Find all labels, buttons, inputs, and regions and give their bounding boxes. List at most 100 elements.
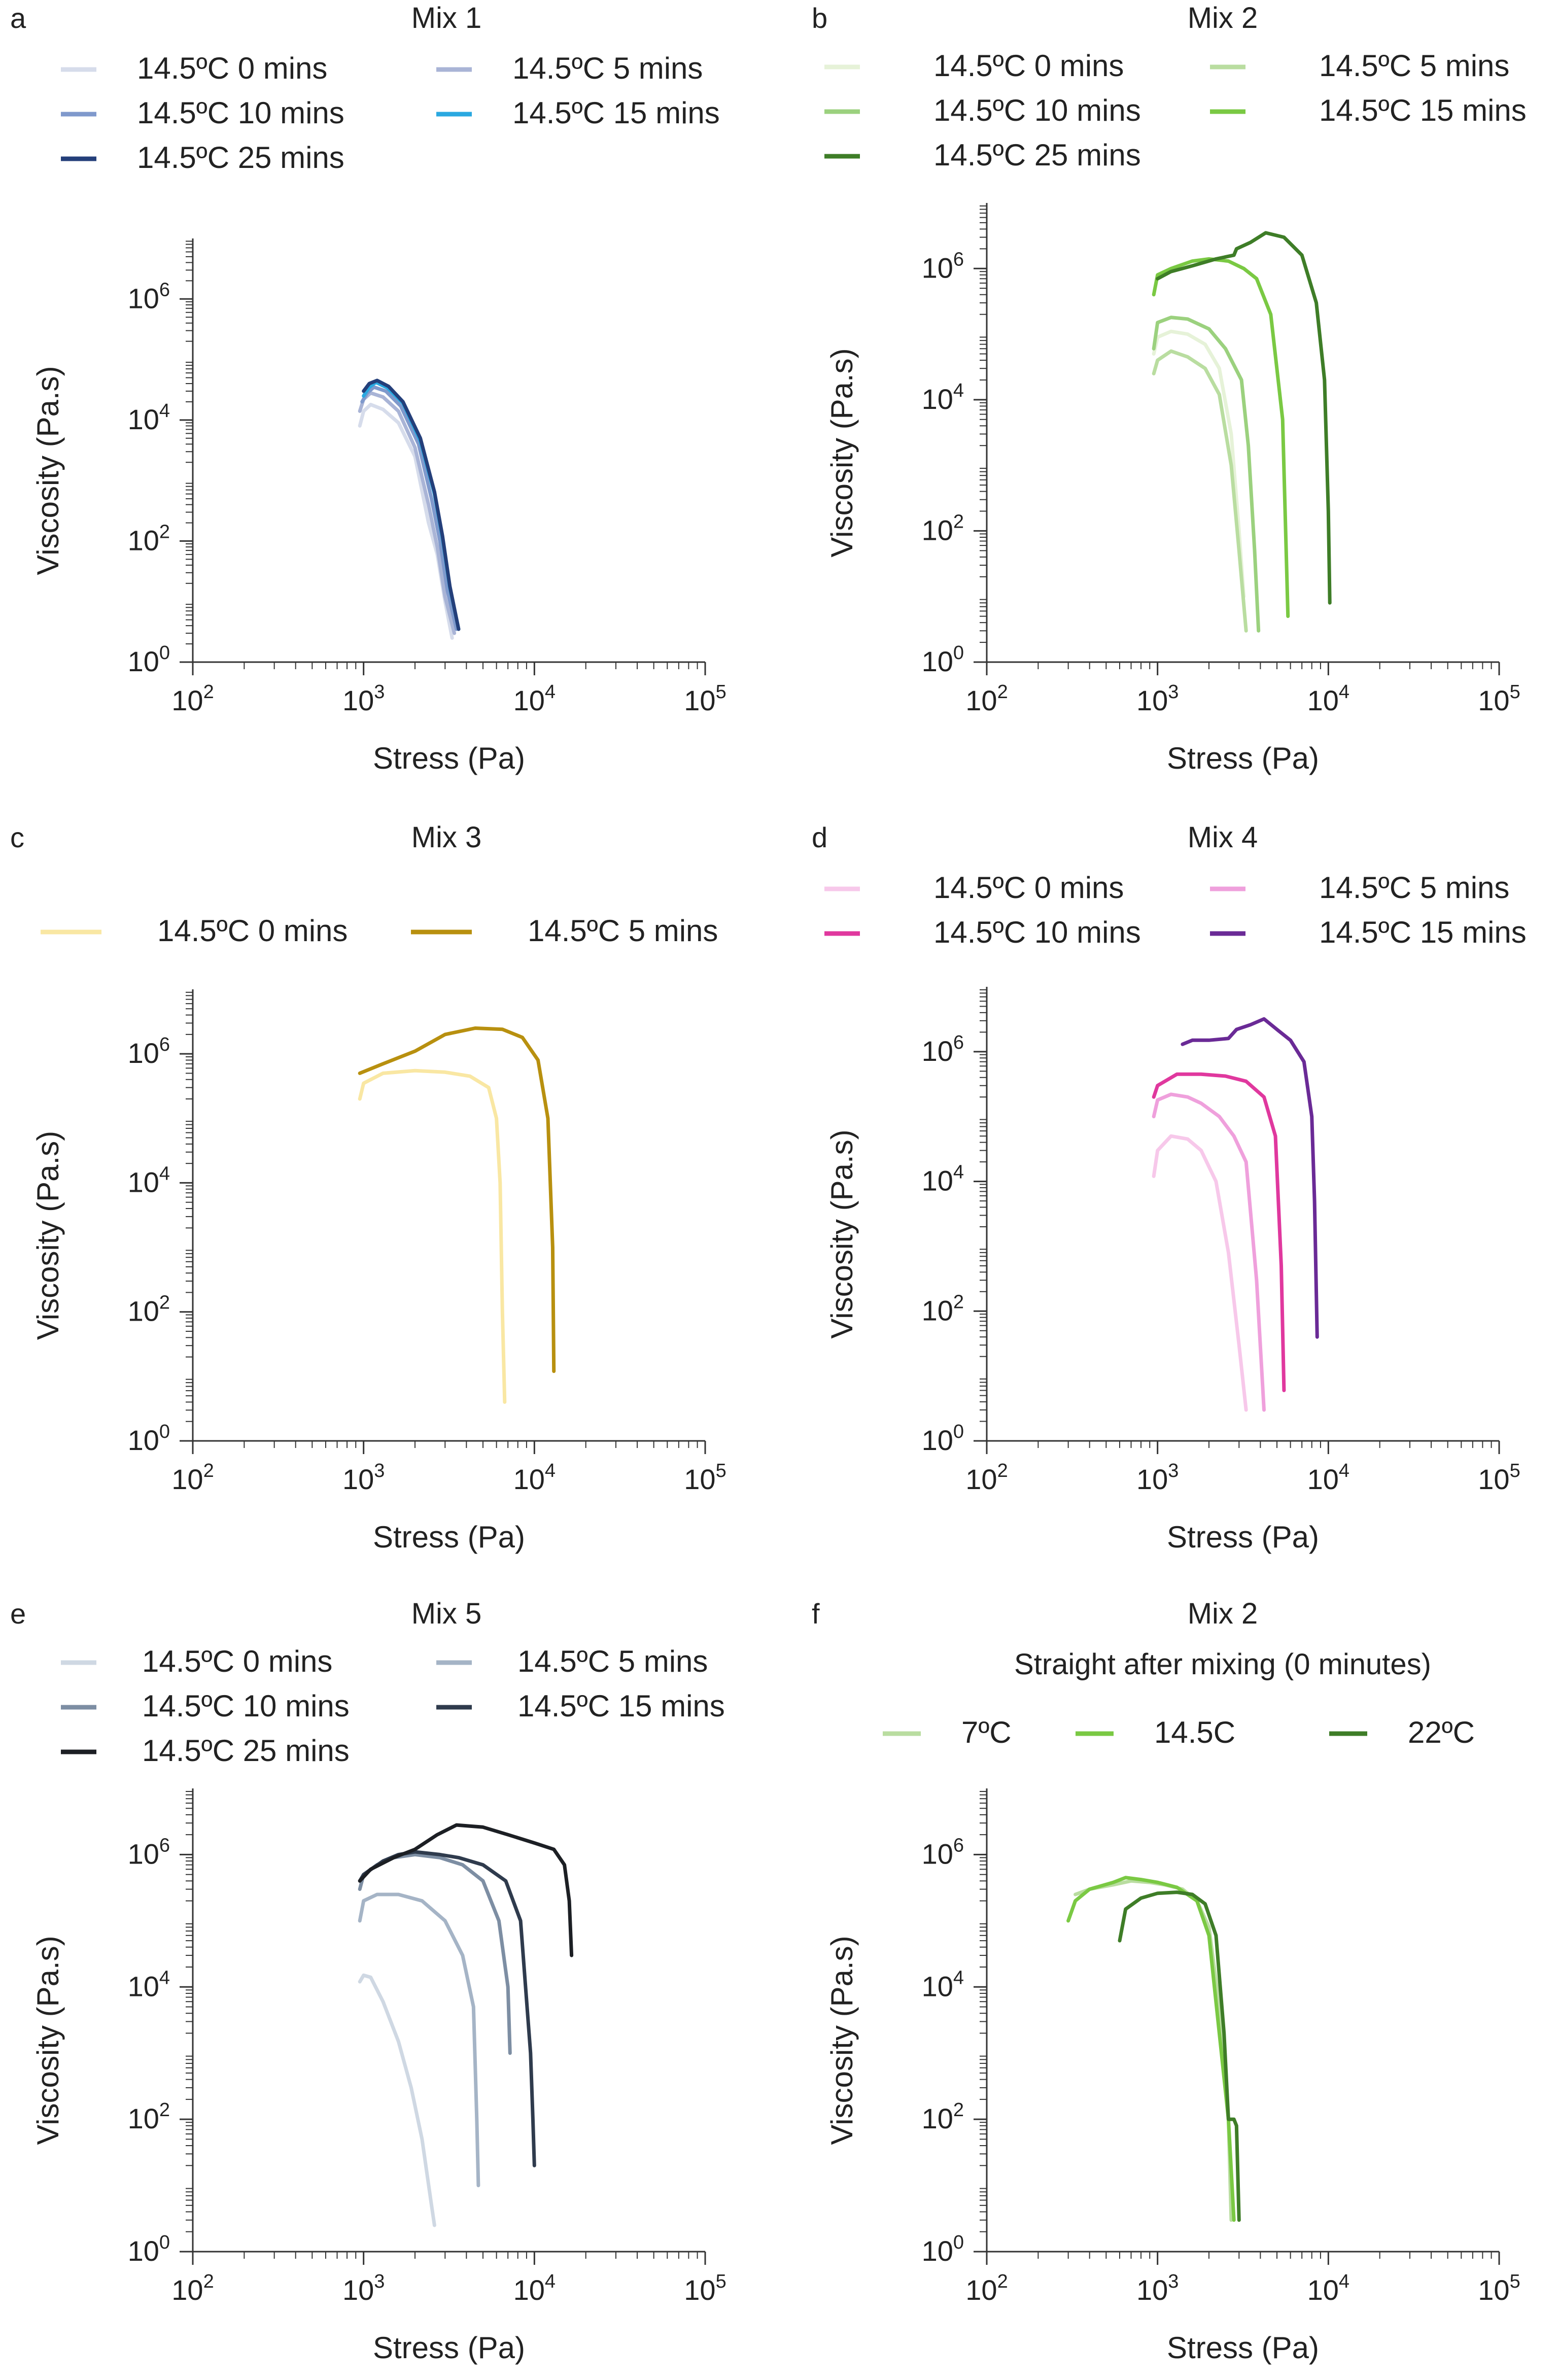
chart-title: Mix 4 — [1188, 821, 1258, 854]
legend: 14.5ºC 0 mins 14.5ºC 5 mins 14.5ºC 10 mins… — [61, 1644, 725, 1768]
series-line-3 — [1118, 1890, 1241, 2222]
series-line-1 — [1152, 329, 1246, 599]
series-line-2 — [358, 1892, 480, 2188]
y-tick-label: 100 — [128, 2232, 170, 2267]
y-tick-label: 100 — [922, 1421, 964, 1456]
x-axis-label: Stress (Pa) — [373, 1520, 525, 1554]
y-axis-label: Viscosity (Pa.s) — [31, 1936, 65, 2145]
y-tick-label: 102 — [128, 521, 170, 556]
x-tick-label: 103 — [342, 2271, 385, 2306]
x-tick-label: 105 — [684, 681, 726, 716]
y-tick-label: 102 — [922, 511, 964, 546]
legend: 14.5ºC 0 mins 14.5ºC 5 mins — [41, 914, 718, 948]
legend-label: 14.5ºC 10 mins — [933, 915, 1141, 949]
y-tick-label: 106 — [128, 279, 170, 314]
y-tick-label: 106 — [128, 1835, 170, 1870]
series-line-4 — [358, 1850, 536, 2167]
series-line-5 — [358, 1823, 574, 1957]
series-line-2 — [358, 391, 457, 635]
x-tick-label: 103 — [342, 681, 385, 716]
legend-label: 14.5ºC 15 mins — [512, 96, 720, 130]
x-tick-label: 104 — [1307, 1460, 1349, 1495]
panel-letter: e — [10, 1598, 26, 1630]
panel-letter: f — [812, 1598, 820, 1630]
chart-title: Mix 3 — [411, 821, 482, 854]
y-tick-label: 102 — [922, 1291, 964, 1326]
y-tick-label: 102 — [128, 2099, 170, 2134]
x-axis-label: Stress (Pa) — [373, 741, 525, 775]
x-tick-label: 104 — [513, 2271, 556, 2306]
x-tick-label: 102 — [965, 681, 1008, 716]
legend-label: 14.5ºC 0 mins — [137, 51, 327, 85]
x-tick-label: 102 — [965, 1460, 1008, 1495]
series-line-2 — [1152, 1092, 1266, 1412]
y-axis-label: Viscosity (Pa.s) — [825, 1129, 859, 1338]
legend-label: 14.5ºC 25 mins — [137, 141, 344, 175]
legend-label: 14.5ºC 5 mins — [512, 51, 703, 85]
x-tick-label: 102 — [965, 2271, 1008, 2306]
series-line-3 — [1152, 1072, 1286, 1392]
series-line-2 — [1152, 349, 1248, 633]
legend-label: 14.5C — [1154, 1715, 1235, 1749]
legend-label: 14.5ºC 25 mins — [142, 1734, 350, 1768]
series-line-1 — [1152, 1134, 1248, 1412]
x-tick-label: 104 — [1307, 681, 1349, 716]
y-tick-label: 104 — [922, 1162, 964, 1197]
y-tick-label: 104 — [128, 1163, 170, 1198]
series-line-3 — [360, 385, 459, 631]
y-tick-label: 104 — [922, 1967, 964, 2002]
legend-label: 14.5ºC 10 mins — [142, 1689, 350, 1723]
x-axis-label: Stress (Pa) — [373, 2331, 525, 2365]
series-line-1 — [358, 1973, 436, 2227]
y-tick-label: 100 — [128, 642, 170, 677]
legend-label: 14.5ºC 0 mins — [933, 871, 1124, 905]
y-tick-label: 104 — [922, 380, 964, 415]
y-tick-label: 104 — [128, 400, 170, 435]
legend-label: 14.5ºC 15 mins — [1319, 915, 1527, 949]
series-line-2 — [358, 1026, 556, 1373]
series-line-5 — [362, 378, 461, 631]
y-axis-label: Viscosity (Pa.s) — [31, 366, 65, 575]
y-tick-label: 100 — [128, 1421, 170, 1456]
series-line-4 — [1181, 1017, 1319, 1339]
legend-label: 14.5ºC 10 mins — [933, 93, 1141, 127]
y-tick-label: 100 — [922, 2232, 964, 2267]
y-tick-label: 100 — [922, 642, 964, 677]
x-axis-label: Stress (Pa) — [1167, 1520, 1319, 1554]
y-tick-label: 106 — [922, 1835, 964, 1870]
series-line-3 — [1152, 316, 1261, 633]
legend-label: 14.5ºC 5 mins — [517, 1644, 708, 1678]
x-tick-label: 105 — [684, 1460, 726, 1495]
panel-letter: d — [812, 821, 827, 853]
x-tick-label: 104 — [513, 1460, 556, 1495]
series-line-1 — [358, 1068, 507, 1404]
chart-title: Mix 5 — [411, 1597, 482, 1630]
x-tick-label: 102 — [171, 681, 214, 716]
legend-label: 14.5ºC 0 mins — [933, 49, 1124, 83]
legend-label: 14.5ºC 25 mins — [933, 138, 1141, 172]
x-tick-label: 104 — [513, 681, 556, 716]
legend: 14.5ºC 0 mins 14.5ºC 5 mins 14.5ºC 10 mins… — [61, 51, 720, 175]
x-tick-label: 105 — [684, 2271, 726, 2306]
legend-label: 14.5ºC 0 mins — [157, 914, 348, 948]
y-tick-label: 106 — [922, 249, 964, 284]
series-line-3 — [358, 1852, 512, 2055]
y-axis-label: Viscosity (Pa.s) — [825, 348, 859, 557]
x-tick-label: 105 — [1478, 2271, 1520, 2306]
y-axis-label: Viscosity (Pa.s) — [825, 1936, 859, 2145]
x-tick-label: 103 — [1136, 1460, 1179, 1495]
legend-label: 14.5ºC 0 mins — [142, 1644, 332, 1678]
series-line-4 — [1152, 257, 1290, 618]
series-line-2 — [1066, 1876, 1236, 2222]
y-tick-label: 102 — [128, 1292, 170, 1327]
legend-label: 14.5ºC 5 mins — [1319, 871, 1509, 905]
x-tick-label: 103 — [342, 1460, 385, 1495]
legend: 14.5ºC 0 mins 14.5ºC 5 mins 14.5ºC 10 mins… — [824, 49, 1527, 172]
y-tick-label: 102 — [922, 2099, 964, 2134]
legend-label: 22ºC — [1408, 1715, 1475, 1749]
panel-letter: b — [812, 2, 827, 34]
